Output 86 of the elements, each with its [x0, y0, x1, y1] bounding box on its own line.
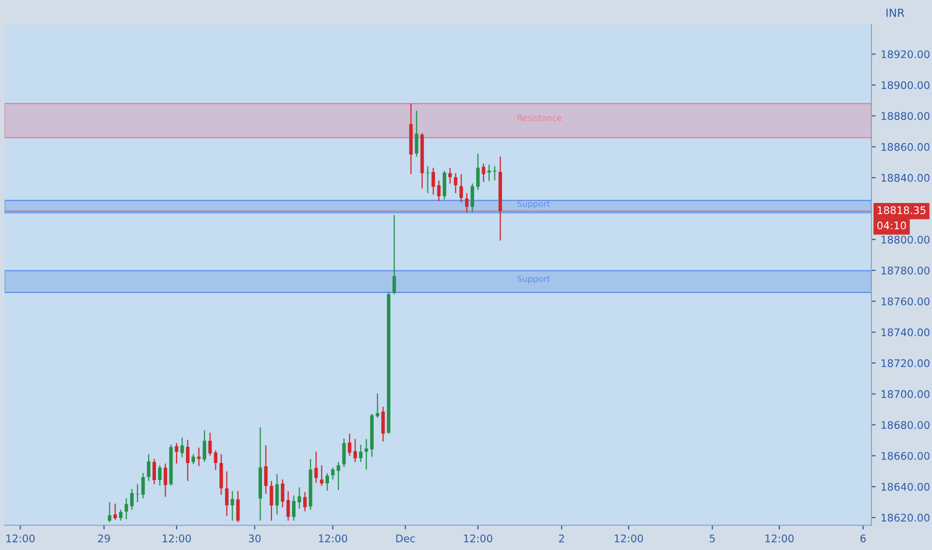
- candlestick: [124, 498, 128, 520]
- y-tick-label: 18680.00: [882, 421, 930, 429]
- candlestick: [487, 164, 491, 182]
- candlestick: [326, 472, 329, 492]
- y-tick-label: 18700.00: [882, 390, 930, 398]
- candlestick: [180, 437, 184, 458]
- candlestick: [113, 503, 117, 520]
- y-tick-label: 18660.00: [882, 452, 930, 460]
- candlestick: [292, 494, 296, 522]
- candlestick: [174, 442, 178, 464]
- x-tick-label: 2: [559, 534, 564, 542]
- candlestick: [476, 153, 480, 190]
- candlestick: [442, 170, 446, 200]
- candlestick: [381, 406, 385, 442]
- candlestick: [448, 167, 452, 184]
- candlestick: [214, 450, 218, 471]
- candlestick: [353, 438, 357, 463]
- candlestick: [152, 458, 156, 485]
- candlestick: [492, 166, 496, 182]
- candlestick: [164, 463, 168, 498]
- candlestick: [286, 490, 290, 522]
- candlestick: [482, 163, 486, 183]
- y-tick-label: 18800.00: [882, 236, 930, 244]
- candlestick: [270, 480, 274, 522]
- x-tick-label: 30: [248, 534, 261, 542]
- y-tick-label: 18720.00: [882, 359, 930, 368]
- candlestick: [186, 439, 190, 482]
- y-tick-label: 18780.00: [882, 266, 930, 274]
- candlestick: [264, 444, 268, 494]
- y-tick-label: 18620.00: [882, 514, 930, 522]
- candlestick: [130, 488, 134, 510]
- y-axis-title: INR: [886, 8, 904, 17]
- candlestick: [230, 490, 234, 522]
- x-tick-label: 12:00: [614, 534, 643, 542]
- x-tick-label: 6: [860, 534, 866, 542]
- candlestick: [158, 464, 162, 486]
- x-tick-label: Dec: [396, 534, 415, 542]
- candlestick: [146, 454, 150, 482]
- candlestick: [303, 492, 307, 512]
- x-tick-label: 12:00: [765, 534, 794, 542]
- band-label: Support: [518, 276, 550, 284]
- x-tick-label: 12:00: [6, 534, 35, 542]
- candlestick: [202, 430, 206, 462]
- candlestick: [280, 478, 284, 508]
- candlestick: [298, 486, 302, 510]
- y-tick-label: 18640.00: [882, 482, 930, 491]
- candlestick: [197, 447, 201, 467]
- y-tick-label: 18760.00: [882, 297, 930, 306]
- candlestick: [437, 180, 441, 202]
- candlestick: [454, 172, 458, 194]
- candlestick: [459, 174, 463, 204]
- candlestick: [414, 110, 418, 158]
- x-tick-label: 12:00: [162, 534, 191, 542]
- candlestick: [392, 214, 396, 295]
- band-label: Support: [518, 200, 550, 209]
- y-tick-label: 18740.00: [882, 328, 930, 336]
- candlestick: [141, 472, 145, 499]
- candlestick: [208, 432, 212, 456]
- candlestick: [275, 474, 279, 515]
- y-tick-label: 18920.00: [882, 50, 930, 58]
- candlestick: [331, 466, 335, 480]
- band-label: Resistance: [518, 114, 562, 121]
- candlestick: [236, 490, 240, 523]
- ref-line-label: 18818.35: [878, 206, 926, 214]
- x-tick-label: 5: [710, 534, 715, 542]
- candlestick: [364, 438, 368, 470]
- candlestick: [359, 444, 362, 463]
- candlestick: [119, 509, 122, 522]
- y-tick-label: 18880.00: [882, 112, 930, 120]
- candlestick: [336, 462, 340, 491]
- candlestick: [314, 451, 318, 484]
- candlestick: [136, 484, 140, 503]
- y-tick-label: 18900.00: [882, 81, 930, 90]
- candlestick: [348, 433, 352, 456]
- candlestick: [108, 502, 112, 523]
- candlestick: [192, 454, 196, 465]
- y-tick-label: 18840.00: [882, 174, 930, 182]
- x-tick-label: 29: [98, 534, 110, 542]
- candlestick: [470, 182, 474, 213]
- candlestick: [320, 464, 324, 486]
- x-tick-label: 12:00: [318, 534, 348, 542]
- y-tick-label: 18860.00: [882, 143, 930, 151]
- candlestick: [432, 167, 436, 196]
- text: 04:10: [877, 222, 906, 230]
- candlestick: [225, 470, 229, 516]
- x-tick-label: 12:00: [464, 534, 492, 542]
